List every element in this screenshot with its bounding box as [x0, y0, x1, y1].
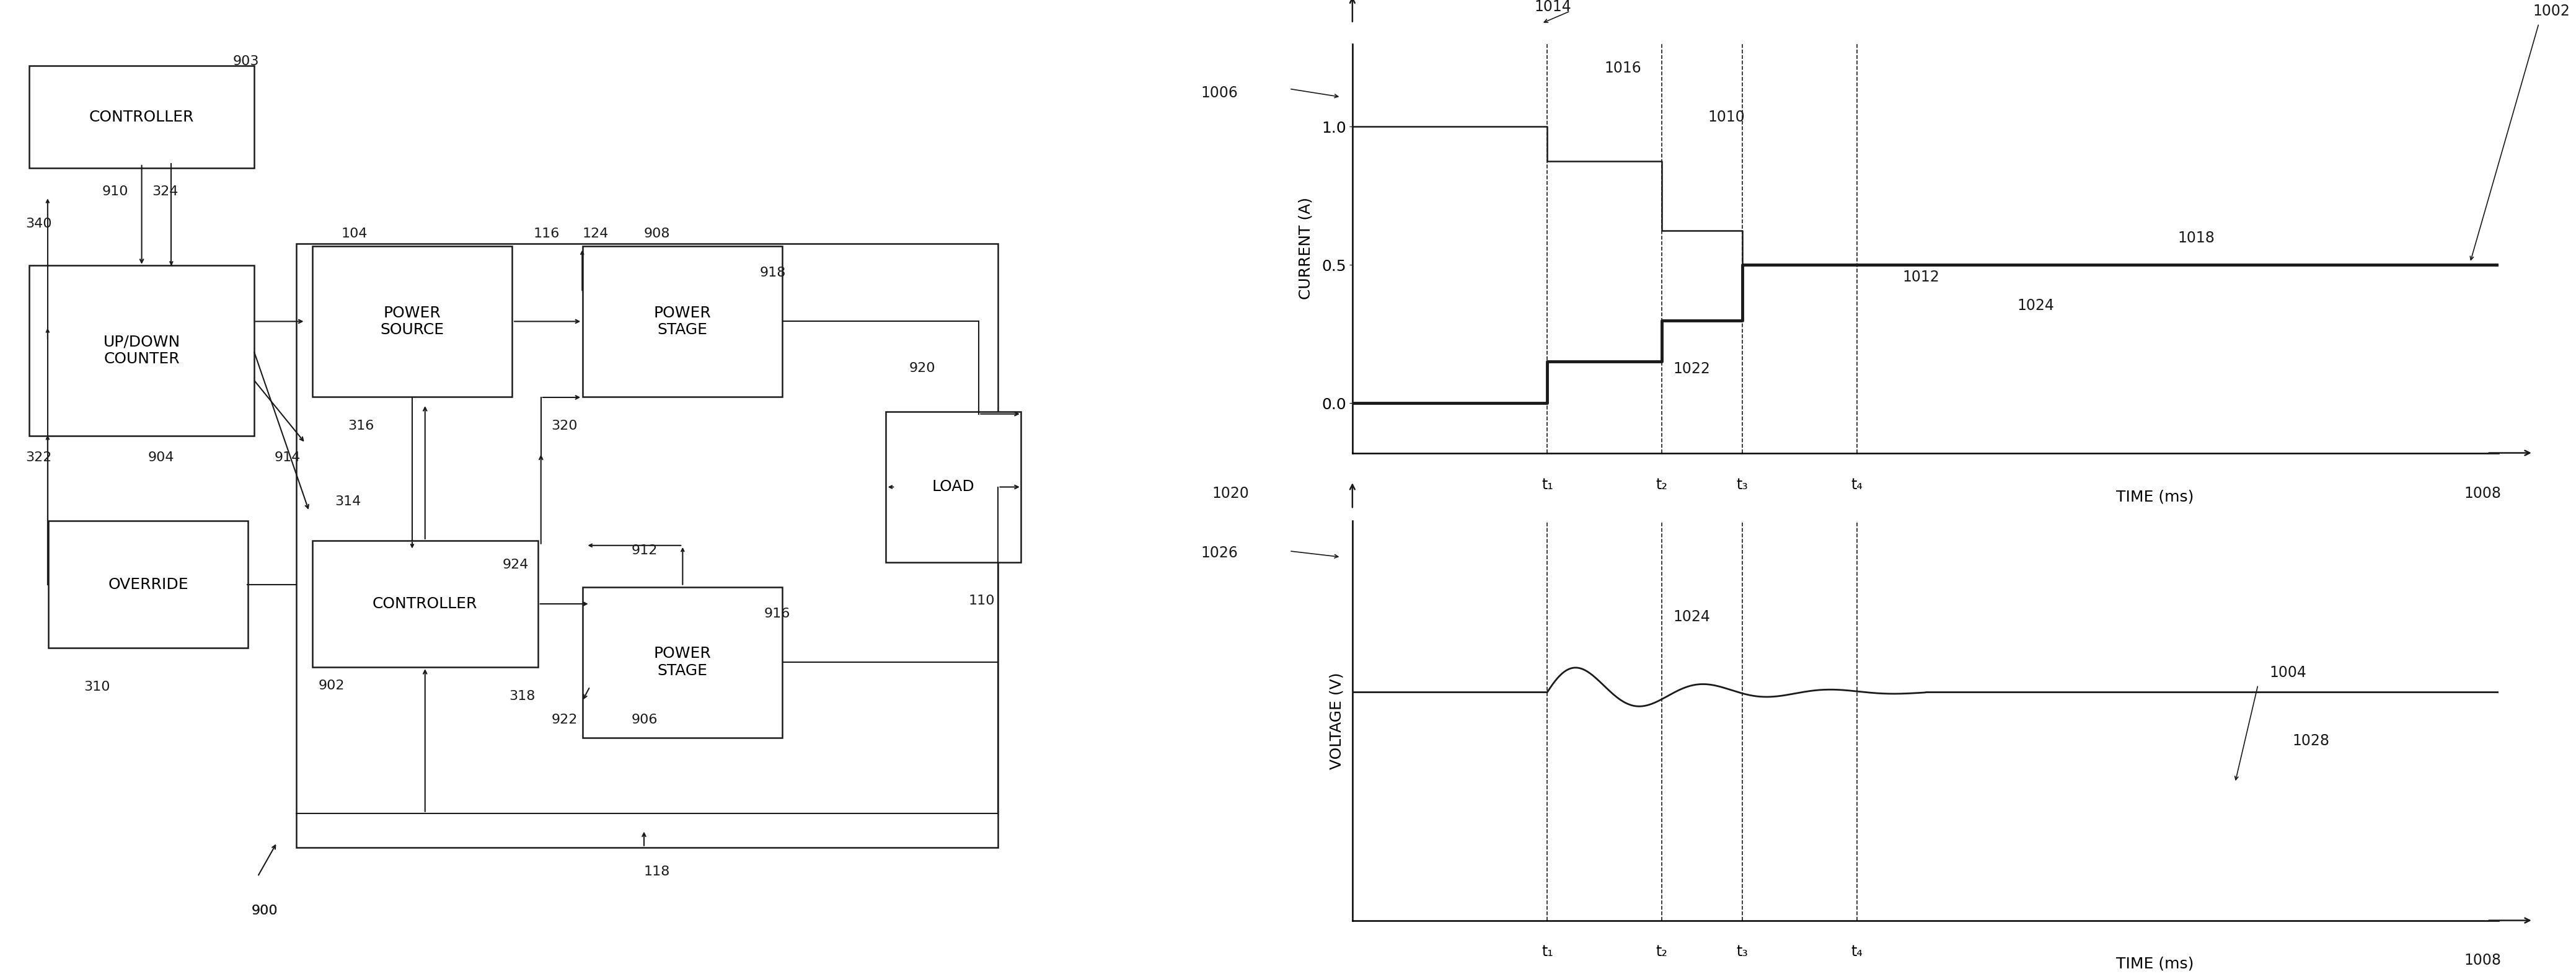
Text: 910: 910 — [103, 186, 129, 198]
Text: CONTROLLER: CONTROLLER — [374, 596, 477, 612]
Text: OVERRIDE: OVERRIDE — [108, 577, 188, 592]
Text: 1010: 1010 — [1708, 110, 1744, 125]
Text: 1028: 1028 — [2293, 733, 2329, 748]
Text: 1016: 1016 — [1605, 61, 1641, 76]
Text: 116: 116 — [533, 228, 559, 240]
Text: 924: 924 — [502, 559, 528, 571]
Text: 110: 110 — [969, 595, 994, 607]
Text: 1018: 1018 — [2177, 231, 2215, 245]
Text: POWER
SOURCE: POWER SOURCE — [381, 306, 443, 337]
Text: 318: 318 — [510, 691, 536, 702]
FancyBboxPatch shape — [582, 586, 783, 738]
Text: TIME (ms): TIME (ms) — [2115, 956, 2195, 971]
Text: 914: 914 — [273, 452, 301, 464]
Text: POWER
STAGE: POWER STAGE — [654, 647, 711, 678]
Text: 310: 310 — [82, 681, 111, 693]
Text: 922: 922 — [551, 714, 577, 726]
Text: 1008: 1008 — [2465, 953, 2501, 968]
Text: 1008: 1008 — [2465, 486, 2501, 502]
FancyBboxPatch shape — [582, 246, 783, 397]
Text: 1012: 1012 — [1904, 270, 1940, 284]
Text: 1026: 1026 — [1200, 545, 1239, 560]
Text: 124: 124 — [582, 228, 608, 240]
Text: POWER
STAGE: POWER STAGE — [654, 306, 711, 337]
Text: 918: 918 — [760, 267, 786, 279]
Text: 902: 902 — [319, 680, 345, 692]
Text: t₁: t₁ — [1540, 945, 1553, 959]
FancyBboxPatch shape — [28, 66, 255, 168]
Text: 316: 316 — [348, 420, 374, 431]
Text: 908: 908 — [644, 228, 670, 240]
Y-axis label: VOLTAGE (V): VOLTAGE (V) — [1329, 672, 1345, 769]
Text: 1020: 1020 — [1213, 486, 1249, 502]
Text: 1002: 1002 — [2532, 4, 2571, 19]
Text: t₂: t₂ — [1656, 477, 1667, 492]
Text: 906: 906 — [631, 714, 657, 726]
Text: 1022: 1022 — [1674, 361, 1710, 377]
FancyBboxPatch shape — [49, 521, 247, 648]
FancyBboxPatch shape — [28, 265, 255, 436]
Text: 104: 104 — [343, 228, 368, 240]
Text: 320: 320 — [551, 420, 577, 431]
Text: t₄: t₄ — [1852, 945, 1862, 959]
Text: t₃: t₃ — [1736, 477, 1749, 492]
Text: LOAD: LOAD — [933, 479, 974, 495]
Text: 903: 903 — [232, 56, 260, 67]
Text: 920: 920 — [909, 362, 935, 374]
FancyBboxPatch shape — [312, 541, 538, 667]
Y-axis label: CURRENT (A): CURRENT (A) — [1298, 197, 1314, 300]
FancyBboxPatch shape — [886, 411, 1020, 563]
Text: CONTROLLER: CONTROLLER — [90, 109, 193, 125]
Text: t₂: t₂ — [1656, 945, 1667, 959]
Text: 1024: 1024 — [2017, 298, 2056, 313]
Text: 340: 340 — [26, 218, 52, 230]
FancyBboxPatch shape — [312, 246, 513, 397]
Text: 900: 900 — [252, 905, 278, 917]
Text: 324: 324 — [152, 186, 178, 198]
Text: 1004: 1004 — [2269, 665, 2306, 680]
Text: 900: 900 — [252, 905, 278, 917]
Text: 322: 322 — [26, 452, 52, 464]
Text: t₁: t₁ — [1540, 477, 1553, 492]
Text: TIME (ms): TIME (ms) — [2115, 490, 2195, 505]
Text: 912: 912 — [631, 544, 657, 556]
Text: 1006: 1006 — [1200, 86, 1239, 100]
Text: 1024: 1024 — [1674, 610, 1710, 624]
Text: 314: 314 — [335, 496, 361, 507]
Text: t₃: t₃ — [1736, 945, 1749, 959]
Text: t₄: t₄ — [1852, 477, 1862, 492]
Text: 904: 904 — [149, 452, 175, 464]
Text: 916: 916 — [762, 608, 791, 619]
Text: 1014: 1014 — [1535, 0, 1571, 15]
Text: UP/DOWN
COUNTER: UP/DOWN COUNTER — [103, 335, 180, 366]
Text: 118: 118 — [644, 866, 670, 878]
